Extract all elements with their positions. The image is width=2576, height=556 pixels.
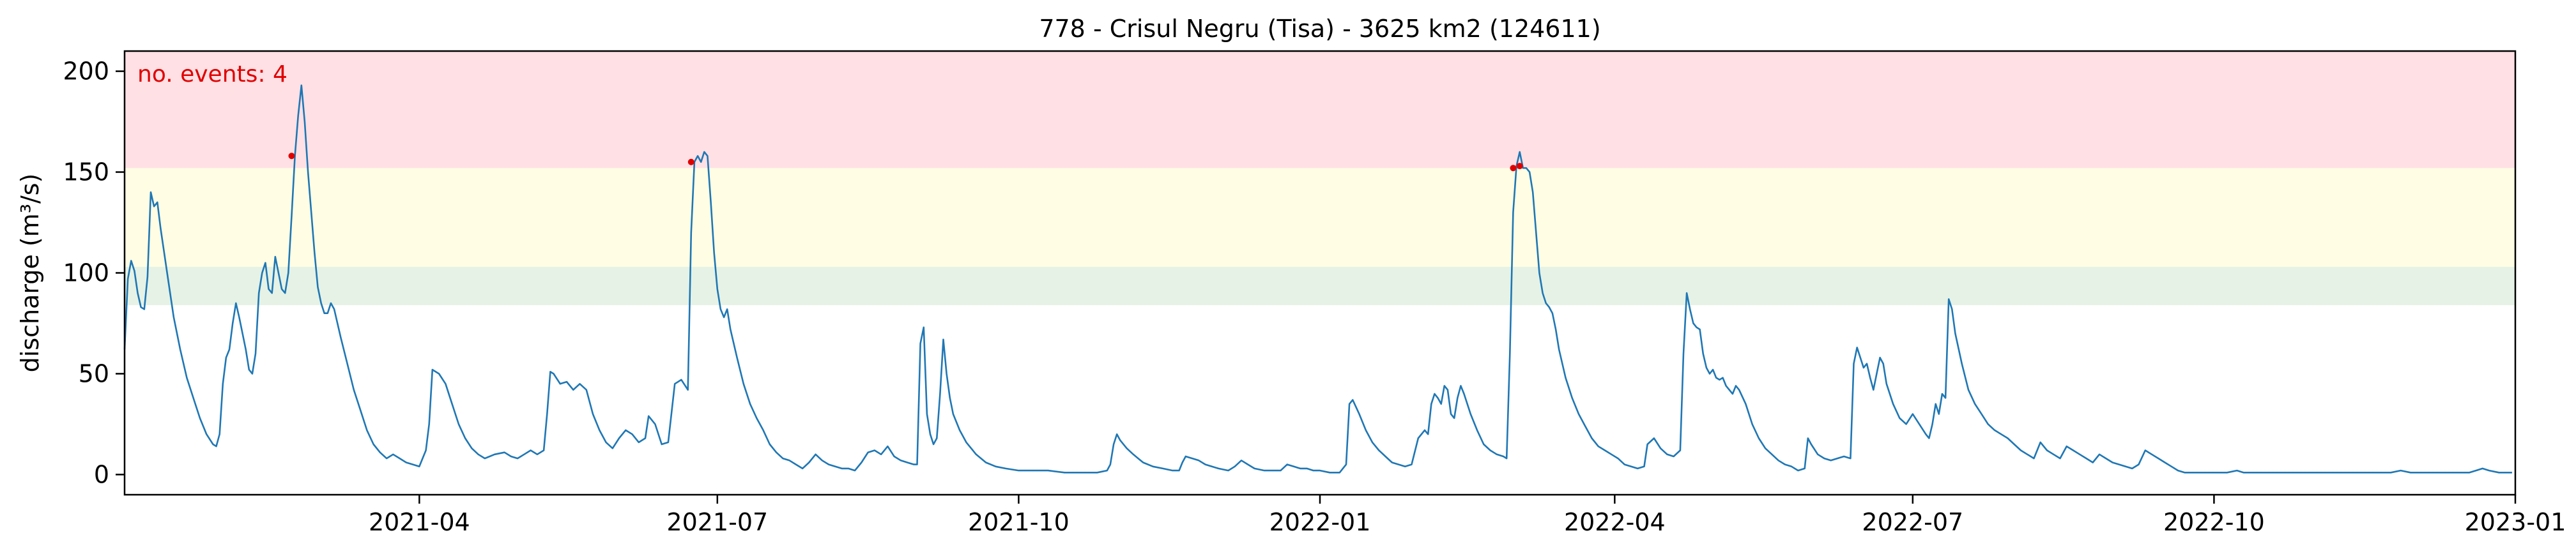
x-tick-label: 2021-07 <box>666 508 768 536</box>
event-markers <box>288 153 1523 172</box>
event-point <box>687 158 694 165</box>
x-tick-label: 2021-10 <box>968 508 1070 536</box>
y-axis: 0 50 100 150 200 <box>63 57 125 488</box>
x-tick-label: 2023-01 <box>2465 508 2566 536</box>
events-count-annotation: no. events: 4 <box>137 61 288 87</box>
event-point <box>288 153 295 160</box>
series-layer <box>123 84 2512 474</box>
threshold-bands <box>125 51 2515 306</box>
threshold-band-1 <box>125 267 2515 306</box>
y-tick-label: 0 <box>94 460 109 488</box>
x-tick-label: 2022-10 <box>2163 508 2265 536</box>
y-tick-label: 50 <box>79 359 109 387</box>
threshold-band-2 <box>125 168 2515 267</box>
event-point <box>1510 165 1517 172</box>
x-tick-label: 2022-04 <box>1564 508 1666 536</box>
y-tick-label: 100 <box>63 259 109 287</box>
threshold-band-3 <box>125 51 2515 169</box>
x-axis: 2021-04 2021-07 2021-10 2022-01 2022-04 2022-… <box>369 495 2566 536</box>
x-tick-label: 2021-04 <box>369 508 470 536</box>
event-point <box>1516 163 1523 170</box>
discharge-line <box>123 84 2512 474</box>
chart-title: 778 - Crisul Negru (Tisa) - 3625 km2 (12… <box>1039 15 1600 43</box>
y-tick-label: 150 <box>63 158 109 186</box>
x-tick-label: 2022-01 <box>1269 508 1371 536</box>
y-axis-label: discharge (m³/s) <box>16 174 44 373</box>
y-tick-label: 200 <box>63 57 109 86</box>
x-tick-label: 2022-07 <box>1862 508 1963 536</box>
